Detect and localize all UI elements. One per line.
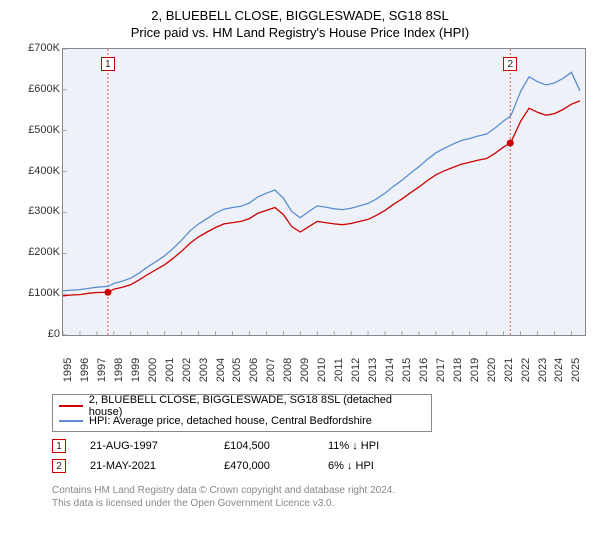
x-tick-label: 2014 bbox=[384, 358, 396, 382]
chart-container: £0£100K£200K£300K£400K£500K£600K£700K 12… bbox=[18, 48, 588, 388]
y-tick-label: £400K bbox=[28, 165, 60, 177]
y-tick-label: £500K bbox=[28, 124, 60, 136]
plot-area: 12 bbox=[62, 48, 586, 336]
x-tick-label: 1996 bbox=[79, 358, 91, 382]
x-tick-label: 2012 bbox=[350, 358, 362, 382]
x-tick-label: 2010 bbox=[316, 358, 328, 382]
x-tick-label: 2015 bbox=[401, 358, 413, 382]
sales-table: 1 21-AUG-1997 £104,500 11% ↓ HPI 2 21-MA… bbox=[52, 436, 592, 476]
x-tick-label: 2022 bbox=[520, 358, 532, 382]
y-tick-label: £700K bbox=[28, 42, 60, 54]
legend-box: 2, BLUEBELL CLOSE, BIGGLESWADE, SG18 8SL… bbox=[52, 394, 432, 432]
x-tick-label: 2004 bbox=[215, 358, 227, 382]
sale-row: 1 21-AUG-1997 £104,500 11% ↓ HPI bbox=[52, 436, 592, 456]
legend-swatch bbox=[59, 405, 83, 407]
legend-row: 2, BLUEBELL CLOSE, BIGGLESWADE, SG18 8SL… bbox=[59, 398, 425, 413]
x-tick-label: 1997 bbox=[96, 358, 108, 382]
x-tick-label: 2008 bbox=[282, 358, 294, 382]
y-axis-labels: £0£100K£200K£300K£400K£500K£600K£700K bbox=[18, 48, 62, 336]
sale-price: £470,000 bbox=[224, 460, 304, 472]
x-axis-labels: 1995 1996 1997 1998 1999 2000 2001 2002 2003 2004… bbox=[62, 340, 586, 388]
chart-svg bbox=[63, 49, 585, 335]
y-tick-label: £0 bbox=[48, 328, 60, 340]
x-tick-label: 2003 bbox=[198, 358, 210, 382]
sale-date: 21-MAY-2021 bbox=[90, 460, 200, 472]
x-tick-label: 2023 bbox=[537, 358, 549, 382]
x-tick-label: 2018 bbox=[452, 358, 464, 382]
chart-subtitle: Price paid vs. HM Land Registry's House … bbox=[8, 25, 592, 40]
x-tick-label: 2013 bbox=[367, 358, 379, 382]
sale-row: 2 21-MAY-2021 £470,000 6% ↓ HPI bbox=[52, 456, 592, 476]
x-tick-label: 1999 bbox=[130, 358, 142, 382]
legend-swatch bbox=[59, 420, 83, 422]
x-tick-label: 2006 bbox=[248, 358, 260, 382]
sale-vs-hpi: 6% ↓ HPI bbox=[328, 460, 428, 472]
x-tick-label: 2021 bbox=[503, 358, 515, 382]
x-tick-label: 2025 bbox=[570, 358, 582, 382]
x-tick-label: 2017 bbox=[435, 358, 447, 382]
x-tick-label: 2002 bbox=[181, 358, 193, 382]
y-tick-label: £100K bbox=[28, 287, 60, 299]
x-tick-label: 2005 bbox=[231, 358, 243, 382]
chart-title-address: 2, BLUEBELL CLOSE, BIGGLESWADE, SG18 8SL bbox=[8, 8, 592, 23]
y-tick-label: £600K bbox=[28, 83, 60, 95]
footer-line: Contains HM Land Registry data © Crown c… bbox=[52, 484, 592, 497]
x-tick-label: 2007 bbox=[265, 358, 277, 382]
legend-text: HPI: Average price, detached house, Cent… bbox=[89, 415, 372, 427]
y-tick-label: £200K bbox=[28, 246, 60, 258]
sale-date: 21-AUG-1997 bbox=[90, 440, 200, 452]
sale-marker-icon: 1 bbox=[52, 439, 66, 453]
sale-marker-icon: 2 bbox=[52, 459, 66, 473]
x-tick-label: 2011 bbox=[333, 358, 345, 382]
x-tick-label: 1998 bbox=[113, 358, 125, 382]
attribution-footer: Contains HM Land Registry data © Crown c… bbox=[52, 484, 592, 510]
x-tick-label: 2009 bbox=[299, 358, 311, 382]
x-tick-label: 2020 bbox=[486, 358, 498, 382]
x-tick-label: 2024 bbox=[553, 358, 565, 382]
footer-line: This data is licensed under the Open Gov… bbox=[52, 497, 592, 510]
x-tick-label: 2019 bbox=[469, 358, 481, 382]
chart-sale-marker: 2 bbox=[503, 57, 517, 71]
x-tick-label: 2016 bbox=[418, 358, 430, 382]
y-tick-label: £300K bbox=[28, 205, 60, 217]
sale-price: £104,500 bbox=[224, 440, 304, 452]
x-tick-label: 1995 bbox=[62, 358, 74, 382]
legend-row: HPI: Average price, detached house, Cent… bbox=[59, 413, 425, 428]
chart-sale-marker: 1 bbox=[101, 57, 115, 71]
sale-vs-hpi: 11% ↓ HPI bbox=[328, 440, 428, 452]
x-tick-label: 2000 bbox=[147, 358, 159, 382]
x-tick-label: 2001 bbox=[164, 358, 176, 382]
